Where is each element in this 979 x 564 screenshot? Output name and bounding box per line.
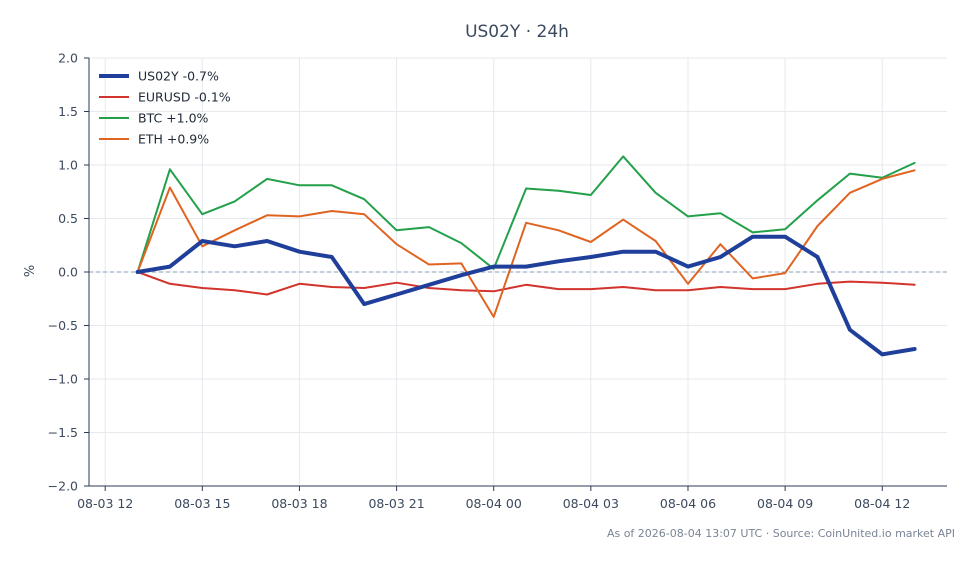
x-tick-label: 08-03 21 (368, 496, 424, 511)
series-line-btc (136, 155, 916, 273)
legend-label-btc: BTC +1.0% (138, 111, 209, 126)
x-tick-label: 08-04 03 (563, 496, 619, 511)
legend-label-us02y: US02Y -0.7% (138, 69, 219, 84)
y-axis-label: % (23, 265, 38, 277)
y-tick-label: −0.5 (48, 318, 78, 333)
grid (89, 57, 947, 487)
y-tick-label: 1.0 (58, 158, 78, 173)
x-tick-label: 08-04 09 (757, 496, 813, 511)
y-tick-label: −1.5 (48, 425, 78, 440)
y-tick-label: 1.5 (58, 104, 78, 119)
y-tick-label: −2.0 (48, 479, 78, 494)
y-tick-label: 2.0 (58, 51, 78, 66)
x-tick-label: 08-04 00 (466, 496, 522, 511)
series-line-us02y (135, 234, 917, 357)
x-tick-label: 08-04 12 (854, 496, 910, 511)
axes: −2.0 −1.5 −1.0 −0.5 0.0 0.5 1.0 1.5 2.0 08-03 12 0… (48, 51, 947, 511)
chart-title: US02Y · 24h (465, 22, 569, 42)
y-tick-label: −1.0 (48, 372, 78, 387)
series-line-eurusd (136, 271, 916, 296)
legend-label-eurusd: EURUSD -0.1% (138, 90, 231, 105)
source-footnote: As of 2026-08-04 13:07 UTC · Source: Coi… (607, 527, 955, 540)
x-tick-label: 08-03 12 (77, 496, 133, 511)
series-lines (135, 155, 917, 357)
y-tick-label: 0.0 (58, 265, 78, 280)
legend-label-eth: ETH +0.9% (138, 132, 209, 147)
x-tick-label: 08-04 06 (660, 496, 716, 511)
x-tick-label: 08-03 18 (271, 496, 327, 511)
legend: US02Y -0.7% EURUSD -0.1% BTC +1.0% ETH +0.9… (99, 69, 231, 147)
y-tick-label: 0.5 (58, 211, 78, 226)
x-tick-label: 08-03 15 (174, 496, 230, 511)
series-line-eth (136, 169, 916, 318)
